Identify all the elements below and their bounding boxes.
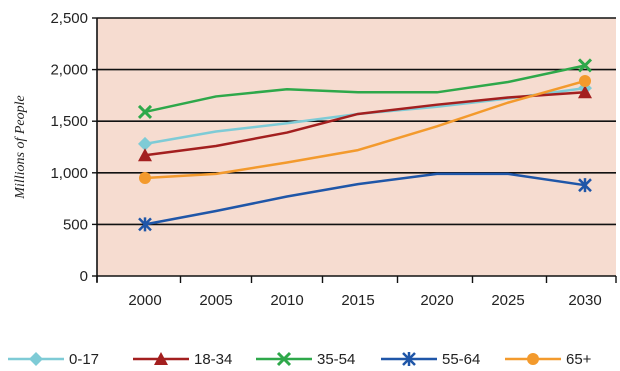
triangle-marker-shape	[578, 85, 592, 99]
data-point-55-64	[578, 178, 592, 193]
legend-item-35-54: 35-54	[256, 351, 355, 368]
legend-item-55-64: 55-64	[381, 351, 480, 368]
x-tick-label: 2025	[491, 292, 524, 309]
legend-item-0-17: 0-17	[8, 351, 99, 368]
legend-marker	[154, 352, 168, 365]
circle-marker-shape	[579, 74, 591, 87]
series-line-35-54	[144, 64, 586, 114]
legend-item-18-34: 18-34	[133, 351, 232, 368]
legend-item-65: 65+	[505, 351, 592, 368]
legend-label: 65+	[566, 351, 592, 368]
diamond-marker-shape	[29, 352, 43, 366]
plot-area	[97, 18, 616, 276]
legend-label: 18-34	[194, 351, 232, 368]
data-point-55-64	[138, 217, 152, 232]
y-tick-label: 2,500	[50, 10, 88, 27]
triangle-marker-shape	[154, 352, 168, 365]
series-18-34	[138, 85, 592, 162]
y-tick-label: 1,500	[50, 113, 88, 130]
legend-label: 0-17	[69, 351, 99, 368]
circle-marker-shape	[527, 353, 539, 365]
data-point-35-54	[577, 58, 593, 73]
circle-marker-shape	[139, 171, 151, 184]
series-35-54	[137, 58, 593, 119]
legend-marker	[402, 352, 416, 366]
x-tick-label: 2030	[568, 292, 601, 309]
x-tick-label: 2015	[341, 292, 374, 309]
star-marker-shape	[578, 178, 592, 193]
y-axis-ticks: 0 500 1,000 1,500 2,000 2,500	[50, 10, 97, 285]
x-tick-label: 2005	[199, 292, 232, 309]
series-55-64	[138, 172, 592, 232]
series-group	[137, 58, 593, 232]
legend-label: 35-54	[317, 351, 355, 368]
y-tick-label: 1,000	[50, 165, 88, 182]
data-point-0-17	[138, 136, 152, 151]
star-marker-shape	[138, 217, 152, 232]
star-marker-shape	[402, 352, 416, 366]
x-marker-shape	[577, 58, 593, 73]
grid-lines	[97, 17, 616, 226]
x-tick-label: 2010	[270, 292, 303, 309]
legend-marker	[527, 353, 539, 365]
data-point-65	[579, 74, 591, 87]
x-tick-label: 2000	[128, 292, 161, 309]
legend: 0-17 18-34 35-54 55-64 65+	[8, 351, 592, 368]
x-axis-ticks: 2000 2005 2010 2015 2020 2025 2030	[96, 276, 617, 309]
y-tick-label: 500	[63, 216, 88, 233]
data-point-65	[139, 171, 151, 184]
legend-label: 55-64	[442, 351, 480, 368]
diamond-marker-shape	[138, 136, 152, 151]
series-line-55-64	[144, 172, 586, 226]
x-tick-label: 2020	[420, 292, 453, 309]
series-65	[139, 74, 591, 184]
data-point-18-34	[138, 148, 152, 162]
y-tick-label: 0	[80, 268, 88, 285]
y-tick-label: 2,000	[50, 62, 88, 79]
x-marker-shape	[276, 351, 292, 367]
y-axis-label: Millions of People	[13, 95, 28, 199]
series-line-18-34	[144, 91, 586, 157]
legend-marker	[29, 352, 43, 366]
x-marker-shape	[137, 104, 153, 119]
axes	[96, 18, 616, 282]
data-point-35-54	[137, 104, 153, 119]
legend-marker	[276, 351, 292, 367]
triangle-marker-shape	[138, 148, 152, 162]
data-point-18-34	[578, 85, 592, 99]
series-line-65	[144, 79, 586, 180]
